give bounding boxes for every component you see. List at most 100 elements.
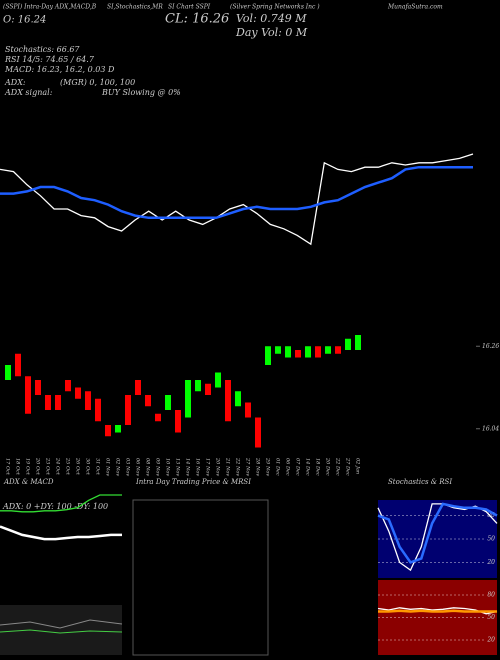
header-text: SI Chart SSPI <box>168 4 211 11</box>
x-tick-label: 26 Oct <box>75 457 81 476</box>
x-tick-label: 30 Oct <box>85 458 91 476</box>
series-line <box>0 165 473 220</box>
header-text: (MGR) 0, 100, 100 <box>60 78 135 87</box>
header-text: (Silver Spring Networks Inc ) <box>230 4 320 11</box>
x-tick-label: 20 Dec <box>325 457 331 476</box>
series-line <box>0 525 122 541</box>
x-tick-label: 02 Nov <box>115 458 121 476</box>
x-tick-label: 19 Oct <box>25 458 31 476</box>
x-tick-label: 07 Dec <box>295 458 301 476</box>
candle <box>65 380 71 392</box>
y-tick-label: 50 <box>487 536 495 543</box>
candle <box>15 353 21 377</box>
header-text: (SSPI) Intra-Day ADX,MACD,B <box>3 4 97 11</box>
x-tick-label: 18 Dec <box>315 458 321 476</box>
x-tick-label: 23 Oct <box>45 457 51 476</box>
candle <box>355 335 361 350</box>
x-tick-label: 13 Nov <box>175 458 181 476</box>
x-tick-label: 06 Dec <box>285 458 291 476</box>
x-tick-label: 10 Nov <box>165 458 171 476</box>
header-text: CL: 16.26 <box>165 12 229 27</box>
candle <box>115 425 121 433</box>
header-text: ADX: <box>4 78 26 87</box>
candle <box>235 391 241 407</box>
x-tick-label: 27 Dec <box>345 457 351 476</box>
x-tick-label: 14 Dec <box>305 458 311 476</box>
candle <box>45 395 51 410</box>
candle <box>275 346 281 354</box>
candle <box>55 395 61 410</box>
candle <box>245 402 251 418</box>
candle <box>85 391 91 410</box>
candle <box>325 346 331 354</box>
candle <box>95 398 101 422</box>
x-tick-label: 27 Nov <box>245 457 251 476</box>
x-tick-label: 22 Nov <box>235 457 241 476</box>
x-tick-label: 14 Nov <box>185 458 191 476</box>
candle <box>155 413 161 422</box>
header-text: ADX signal: <box>4 88 53 97</box>
x-tick-label: 03 Nov <box>125 458 131 476</box>
candle <box>125 395 131 425</box>
candle <box>165 395 171 410</box>
candle <box>225 380 231 422</box>
x-tick-label: 29 Nov <box>265 457 271 476</box>
x-tick-label: 16 Nov <box>195 458 201 476</box>
x-tick-label: 28 Nov <box>255 457 261 476</box>
x-tick-label: 17 Nov <box>205 458 211 476</box>
panel-title: Stochastics & RSI <box>388 478 452 486</box>
x-tick-label: 02 Jan <box>355 458 361 474</box>
y-tick-label: 80 <box>487 592 495 599</box>
x-tick-label: 09 Nov <box>155 458 161 476</box>
header-text: Day Vol: 0 M <box>235 26 308 39</box>
panel-title: Intra Day Trading Price & MRSI <box>135 478 251 486</box>
header-text: Stochastics: 66.67 <box>5 45 80 54</box>
header-text: SI,Stochastics,MR <box>107 4 163 11</box>
x-tick-label: 24 Oct <box>55 457 61 476</box>
header-text: O: 16.24 <box>3 15 46 26</box>
x-tick-label: 22 Dec <box>335 457 341 476</box>
y-tick-label: 16.04 <box>482 425 499 432</box>
x-tick-label: 01 Dec <box>275 458 281 476</box>
candle <box>345 338 351 350</box>
x-tick-label: 08 Nov <box>145 458 151 476</box>
series-line <box>378 609 497 613</box>
candle <box>175 410 181 433</box>
x-tick-label: 17 Oct <box>5 458 11 476</box>
candle <box>145 395 151 407</box>
candle <box>285 346 291 358</box>
candle <box>135 380 141 395</box>
candle <box>195 380 201 392</box>
candle <box>305 346 311 358</box>
candle <box>205 383 211 395</box>
intraday-box <box>132 499 269 656</box>
series-line <box>0 494 122 513</box>
y-tick-label: 20 <box>486 637 495 644</box>
series-line <box>0 153 474 246</box>
header-text: BUY Slowing @ 0% <box>101 88 181 97</box>
candle <box>25 376 31 414</box>
y-tick-label: 20 <box>486 559 495 566</box>
panel-subtitle: ADX: 0 +DY: 100 -DY: 100 <box>2 502 108 511</box>
candle <box>75 387 81 399</box>
x-tick-label: 25 Oct <box>65 457 71 476</box>
x-tick-label: 31 Oct <box>95 458 101 476</box>
x-tick-label: 21 Nov <box>225 457 231 476</box>
candle <box>295 350 301 358</box>
candle <box>185 380 191 418</box>
candle <box>335 346 341 354</box>
header-text: MACD: 16.23, 16.2, 0.03 D <box>4 65 115 74</box>
panel-background <box>378 580 497 655</box>
header-text: RSI 14/5: 74.65 / 64.7 <box>4 55 95 64</box>
panel-title: ADX & MACD <box>3 478 54 486</box>
x-tick-label: 20 Nov <box>215 457 221 476</box>
candle <box>105 425 111 437</box>
candle <box>315 346 321 358</box>
y-tick-label: 16.26 <box>482 343 499 350</box>
y-tick-label: 50 <box>487 614 495 621</box>
candle <box>255 417 261 448</box>
series-line <box>377 502 498 564</box>
x-tick-label: 18 Oct <box>15 458 21 476</box>
